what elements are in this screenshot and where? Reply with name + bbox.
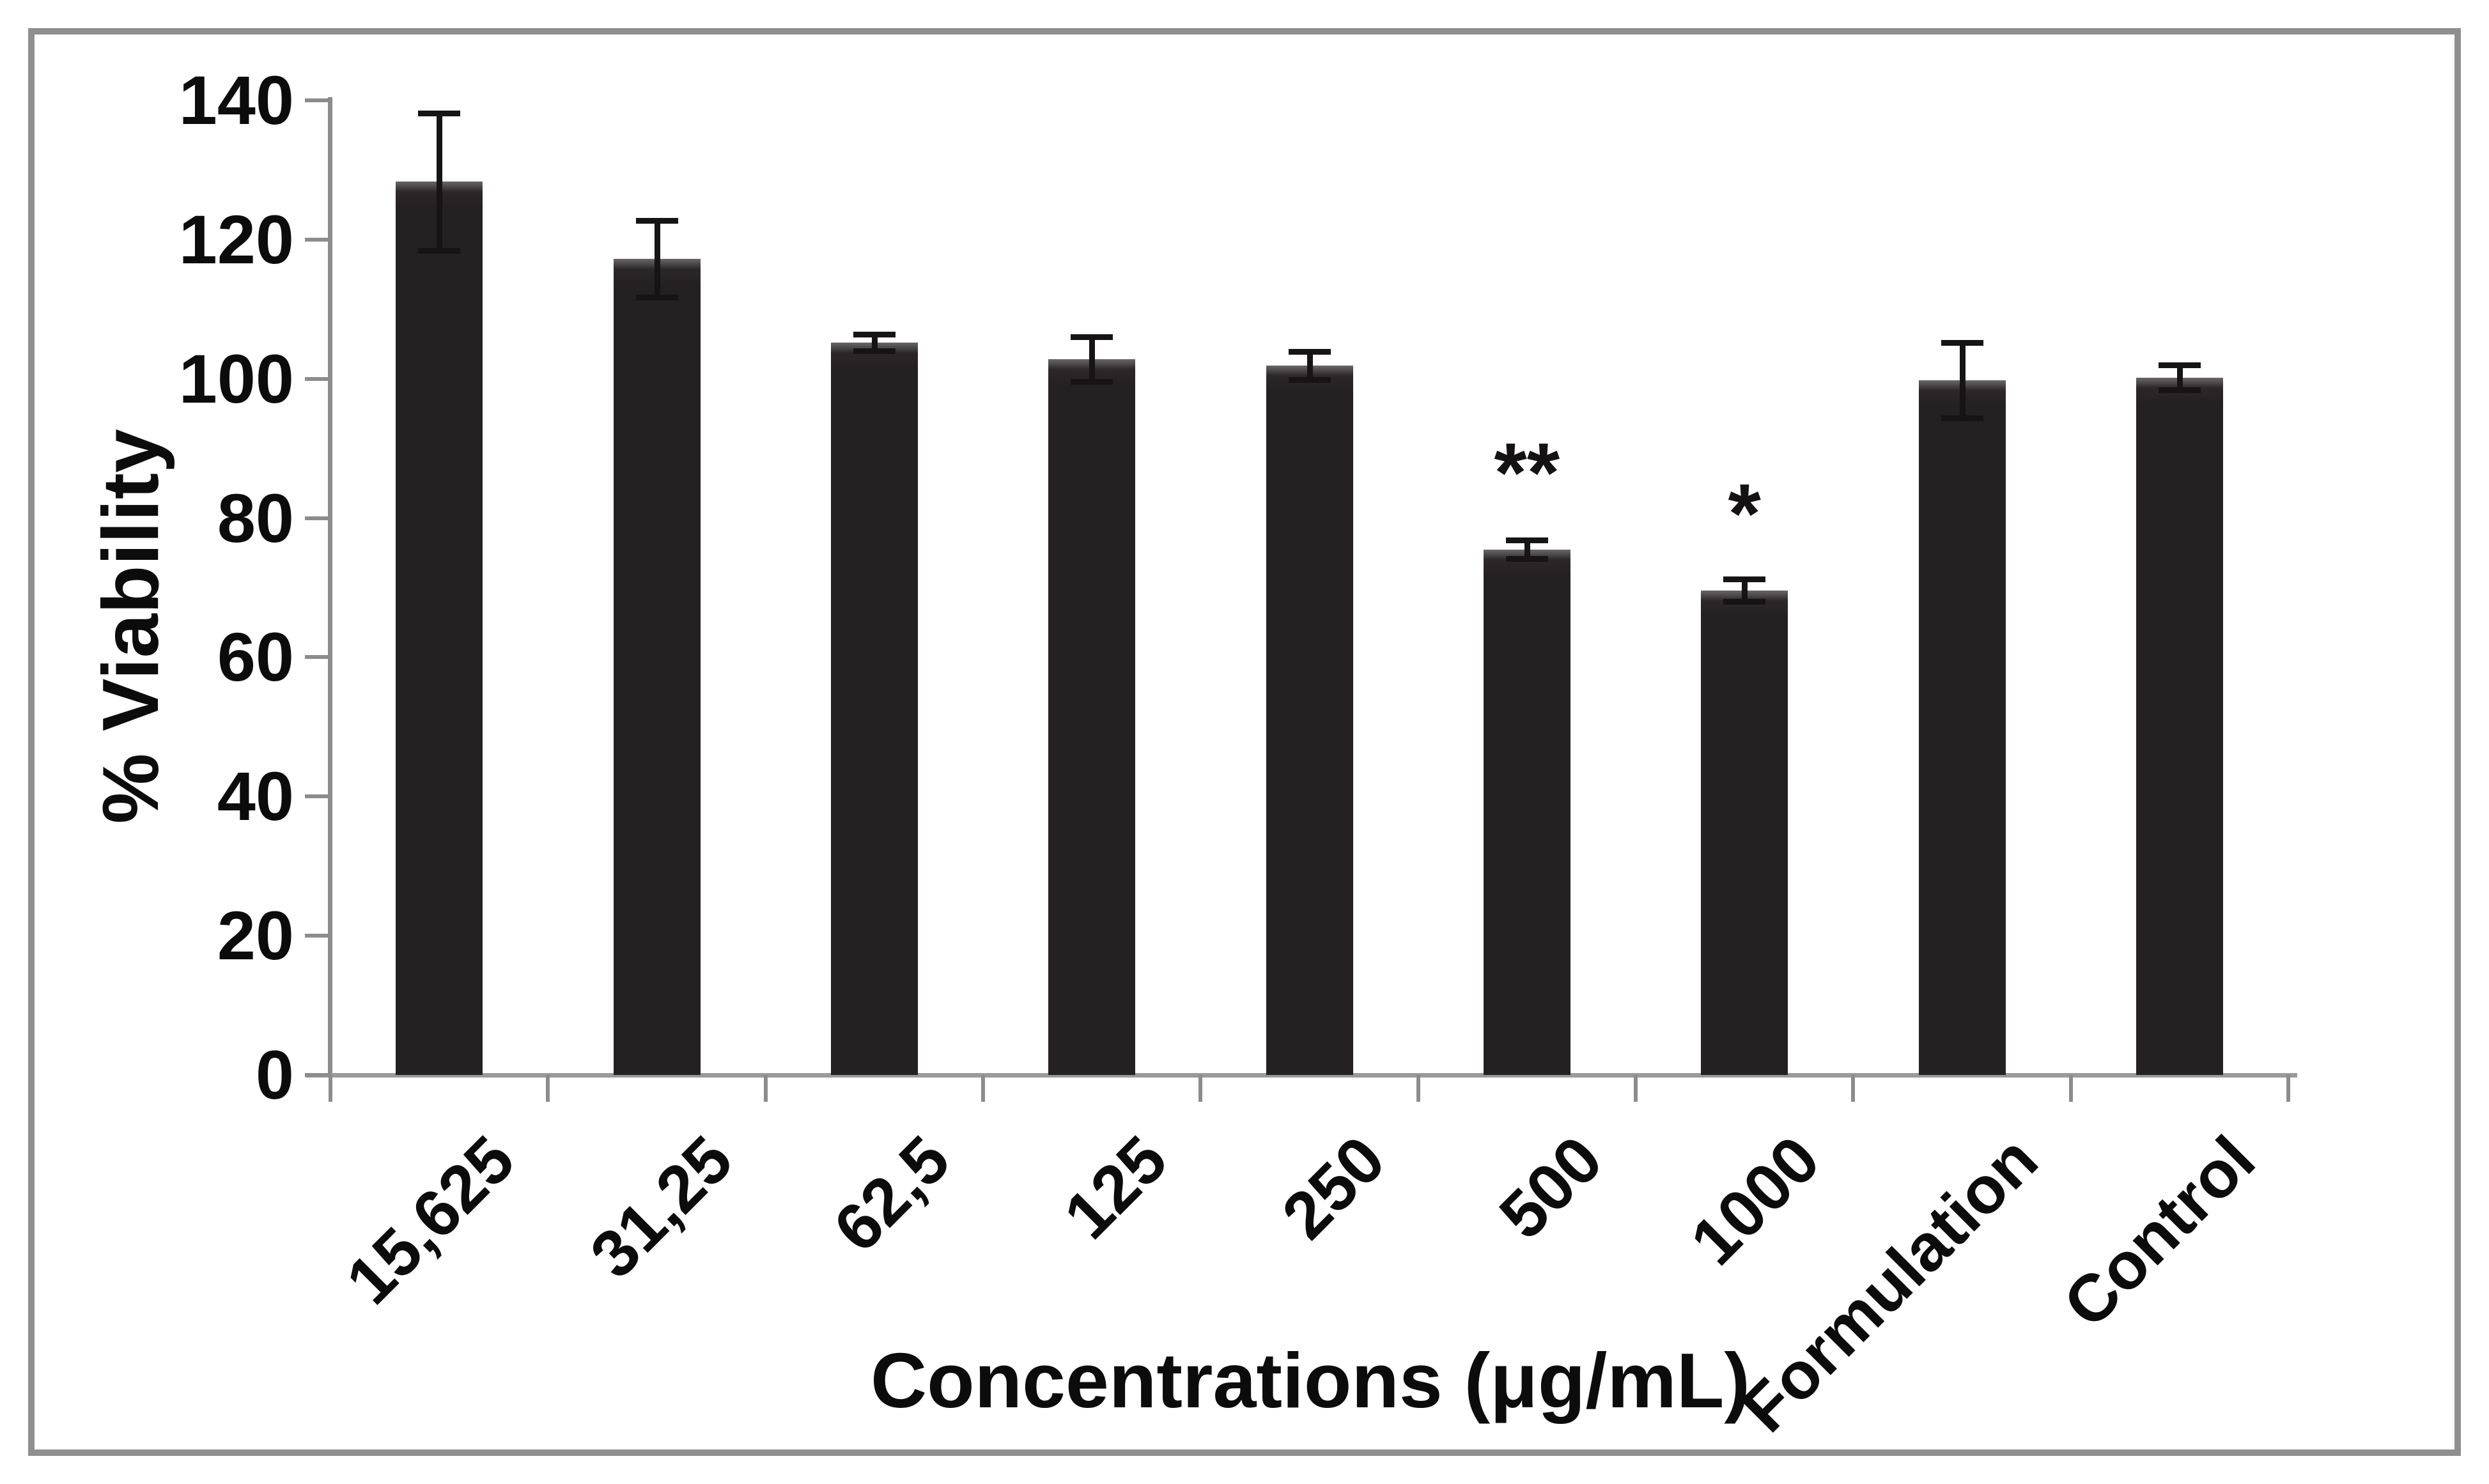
error-bar-cap-top xyxy=(1071,334,1113,341)
y-tick-label: 0 xyxy=(255,1036,294,1113)
error-bar-cap-bottom xyxy=(1071,379,1113,385)
error-bar-cap-bottom xyxy=(853,348,896,355)
y-tick-label: 20 xyxy=(217,897,294,975)
error-bar-cap-top xyxy=(853,332,896,337)
y-tick-mark xyxy=(305,655,330,660)
y-tick-mark xyxy=(305,794,330,799)
error-bar-line xyxy=(1089,337,1096,382)
bar-62,5 xyxy=(830,343,918,1075)
significance-marker: ** xyxy=(1494,425,1560,520)
bar-500 xyxy=(1483,549,1570,1075)
bar-250 xyxy=(1266,366,1353,1075)
significance-marker: * xyxy=(1728,466,1761,560)
y-tick-mark xyxy=(305,934,330,938)
x-axis-title: Concentrations (μg/mL) xyxy=(871,1337,1750,1424)
error-bar-line xyxy=(1307,352,1313,380)
y-tick-mark xyxy=(305,376,330,381)
error-bar-cap-bottom xyxy=(1288,376,1331,383)
y-tick-label: 40 xyxy=(217,757,294,835)
y-tick-label: 60 xyxy=(217,618,294,696)
x-tick-mark xyxy=(329,1075,332,1102)
error-bar-line xyxy=(1524,540,1530,559)
error-bar-cap-bottom xyxy=(2158,387,2201,394)
error-bar-line xyxy=(654,220,660,298)
y-tick-mark xyxy=(305,516,330,520)
x-tick-mark xyxy=(2068,1075,2073,1102)
error-bar-line xyxy=(2176,364,2183,390)
x-tick-mark xyxy=(1851,1075,1856,1102)
error-bar-cap-top xyxy=(2158,362,2201,368)
x-tick-mark xyxy=(1416,1075,1420,1102)
bar-Formulation xyxy=(1918,380,2006,1075)
x-axis-baseline xyxy=(306,1073,2297,1078)
y-tick-mark xyxy=(305,98,330,102)
x-tick-mark xyxy=(2286,1075,2290,1102)
error-bar-cap-top xyxy=(1723,576,1766,583)
x-tick-mark xyxy=(1634,1075,1638,1102)
y-tick-mark xyxy=(305,237,330,242)
y-tick-label: 80 xyxy=(217,479,294,557)
error-bar-cap-top xyxy=(418,110,461,116)
bar-125 xyxy=(1048,359,1136,1075)
x-tick-mark xyxy=(763,1075,768,1102)
bar-1000 xyxy=(1701,590,1788,1075)
error-bar-cap-bottom xyxy=(1941,415,1983,421)
x-tick-mark xyxy=(981,1075,985,1102)
x-tick-mark xyxy=(546,1075,550,1102)
y-tick-label: 120 xyxy=(178,200,294,278)
bar-31,25 xyxy=(613,259,701,1075)
y-tick-mark xyxy=(305,1073,330,1077)
bar-15,625 xyxy=(396,182,483,1075)
x-tick-mark xyxy=(1198,1075,1203,1102)
error-bar-line xyxy=(871,334,878,352)
error-bar-cap-bottom xyxy=(418,248,461,254)
error-bar-line xyxy=(1959,343,1966,418)
error-bar-cap-top xyxy=(1288,349,1331,355)
y-tick-label: 100 xyxy=(178,339,294,417)
error-bar-cap-bottom xyxy=(1505,555,1548,562)
bar-Control xyxy=(2136,377,2223,1075)
error-bar-cap-top xyxy=(635,218,678,224)
error-bar-line xyxy=(437,112,443,251)
error-bar-cap-bottom xyxy=(1723,599,1766,605)
error-bar-line xyxy=(1742,579,1748,602)
y-tick-label: 140 xyxy=(178,61,294,139)
error-bar-cap-top xyxy=(1505,537,1548,544)
error-bar-cap-top xyxy=(1941,340,1983,346)
error-bar-cap-bottom xyxy=(635,295,678,301)
y-axis-line xyxy=(328,97,332,1078)
